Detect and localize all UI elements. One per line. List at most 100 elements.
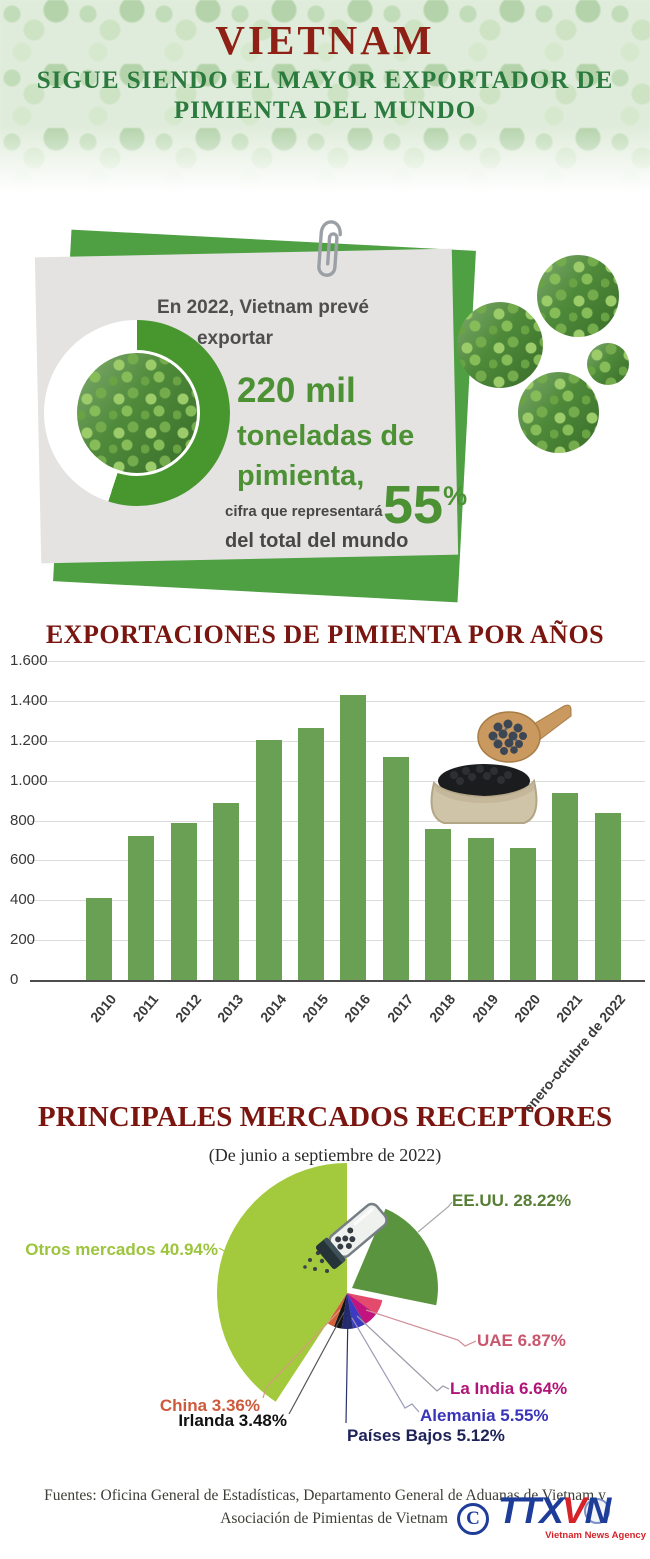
highlight-amount-line1: 220 mil	[237, 371, 356, 410]
x-axis-label: 2010	[86, 991, 120, 1026]
ttxvn-logo-subtext: Vietnam News Agency	[545, 1530, 646, 1541]
pie-chart-section: PRINCIPALES MERCADOS RECEPTORES (De juni…	[0, 1085, 650, 1480]
bar-2021	[552, 792, 579, 980]
pie-label-china: China 3.36%	[159, 1396, 260, 1415]
pie-slice-uae	[347, 1293, 383, 1315]
gridline	[30, 700, 645, 702]
bar-2012	[170, 823, 197, 980]
page-subtitle-line2: PIMIENTA DEL MUNDO	[173, 96, 477, 124]
bar-2020	[510, 848, 536, 980]
bar-chart-title: EXPORTACIONES DE PIMIENTA POR AÑOS	[45, 620, 605, 649]
pepper-plant-photo-2	[457, 302, 543, 388]
pie-label-ee.uu.: EE.UU. 28.22%	[452, 1191, 572, 1210]
y-axis-label: 200	[10, 931, 36, 949]
pie-label-alemania: Alemania 5.55%	[420, 1406, 549, 1425]
sources-line2: Asociación de Pimientas de Vietnam	[220, 1510, 448, 1527]
x-axis-label: 2018	[426, 991, 459, 1026]
pie-svg	[217, 1163, 477, 1424]
x-axis-label: 2012	[171, 991, 205, 1026]
gridline	[30, 661, 645, 662]
bar-2010	[86, 898, 112, 980]
leader-line-irlanda	[288, 1311, 345, 1415]
pepper-plant-photo-3	[587, 343, 629, 385]
pepper-plant-photo-1	[537, 255, 619, 337]
highlight-amount-line3: pimienta,	[237, 460, 365, 492]
pie-label-países-bajos: Países Bajos 5.12%	[347, 1426, 505, 1445]
highlight-intro-line2: exportar	[196, 328, 274, 349]
x-axis-label: 2020	[510, 991, 544, 1026]
gridline	[30, 780, 645, 782]
leader-line-alemania	[351, 1317, 420, 1413]
highlight-amount-line2: toneladas de	[237, 420, 415, 452]
bar-2019	[467, 838, 494, 980]
x-axis-label: 2015	[298, 991, 332, 1026]
header-banner: VIETNAM SIGUE SIENDO EL MAYOR EXPORTADOR…	[0, 0, 650, 192]
x-axis-line	[30, 980, 645, 982]
leader-line-países-bajos	[345, 1311, 349, 1424]
leader-line-otros-mercados	[218, 1247, 234, 1257]
gridline	[30, 940, 645, 942]
pie-slice-países-bajos	[341, 1293, 354, 1330]
pie-label-uae: UAE 6.87%	[477, 1331, 566, 1350]
globe-icon	[584, 1498, 610, 1524]
pie-slices	[217, 1163, 438, 1402]
pie-leaders	[218, 1201, 477, 1424]
x-axis-label: 2013	[214, 991, 247, 1026]
y-axis-label: 600	[10, 851, 36, 869]
bar-2015	[298, 727, 324, 980]
bar-2013	[213, 802, 240, 980]
y-axis-label: 400	[10, 891, 36, 909]
ttxvn-logo-text: TTXVN	[498, 1490, 611, 1531]
paperclip-icon	[317, 220, 342, 277]
share-percentage: 55%	[383, 475, 468, 535]
leader-line-la-india	[356, 1315, 450, 1392]
gridline	[30, 860, 645, 862]
pie-slice-ee.uu.	[352, 1208, 438, 1306]
falling-pepper-dots	[303, 1250, 329, 1273]
bar-chart-plot: 0 200 400 600 800 1.000 1.200 1.400 1.600 2010 201…	[0, 615, 650, 1120]
sources-line1: Fuentes: Oficina General de Estadísticas…	[44, 1487, 606, 1504]
page-subtitle-line1: SIGUE SIENDO EL MAYOR EXPORTADOR DE	[36, 67, 614, 94]
x-axis-label: 2019	[468, 991, 501, 1026]
percent-sign: %	[443, 481, 468, 511]
highlight-intro-line1: En 2022, Vietnam prevé	[157, 297, 369, 318]
pie-chart-title: PRINCIPALES MERCADOS RECEPTORES	[37, 1101, 613, 1133]
pie-slice-otros-mercados	[217, 1163, 347, 1402]
x-axis-label: 2021	[553, 991, 586, 1026]
y-axis-label: 1.200	[10, 731, 48, 749]
x-axis-label: 2014	[256, 991, 289, 1026]
y-axis-label: 0	[10, 971, 19, 988]
ttxvn-logo: TTXVN Vietnam News Agency	[498, 1492, 646, 1550]
green-pepper-photo	[77, 353, 197, 473]
x-axis-label: 2011	[129, 991, 162, 1025]
bar-2011	[128, 836, 155, 980]
bar-2016	[340, 694, 367, 980]
leader-line-uae	[365, 1309, 477, 1347]
pepper-shaker-image	[315, 1202, 388, 1269]
bar-chart-section: EXPORTACIONES DE PIMIENTA POR AÑOS 0 200 4…	[0, 615, 650, 1120]
pie-slice-irlanda	[334, 1293, 347, 1329]
y-axis-label: 1.000	[10, 771, 48, 789]
page-subtitle: SIGUE SIENDO EL MAYOR EXPORTADOR DE PIMI…	[0, 66, 650, 125]
gridline	[30, 900, 645, 902]
pie-chart-subtitle: (De junio a septiembre de 2022)	[208, 1145, 442, 1165]
pepper-scoop-image	[477, 704, 572, 763]
x-axis-label: 2016	[341, 991, 374, 1026]
y-axis-label: 1.600	[10, 652, 48, 669]
bar-2017	[382, 756, 409, 980]
page-title: VIETNAM	[215, 17, 435, 63]
header-fade	[0, 126, 650, 192]
copyright-icon: C	[457, 1503, 489, 1535]
highlight-note-before: cifra que representará	[225, 503, 383, 520]
pepper-sack-image	[430, 764, 538, 824]
pie-label-otros-mercados: Otros mercados 40.94%	[25, 1240, 218, 1259]
share-donut	[44, 320, 230, 506]
bar-2018	[425, 829, 452, 980]
pie-slice-la-india	[347, 1293, 376, 1325]
y-axis-label: 800	[10, 811, 36, 829]
pie-label-irlanda: Irlanda 3.48%	[178, 1411, 287, 1430]
bar-2014	[255, 739, 282, 980]
gridline	[30, 740, 645, 742]
bar-enero-octubre-de-2022	[594, 812, 621, 980]
